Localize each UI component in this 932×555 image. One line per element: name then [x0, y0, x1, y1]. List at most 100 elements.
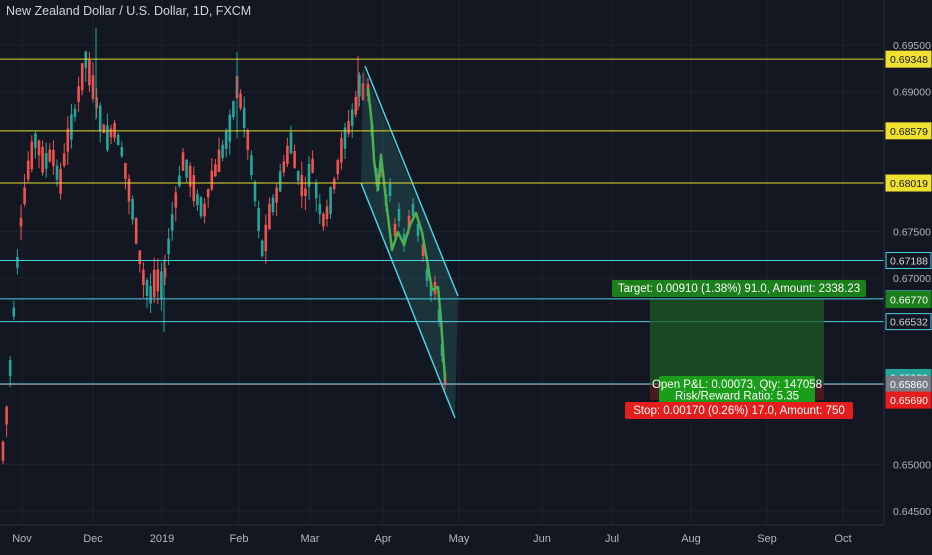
x-tick-label: Sep: [757, 533, 777, 545]
candle-body: [41, 146, 44, 173]
candle-body: [62, 153, 66, 166]
candle-body: [80, 63, 84, 91]
stop-label-text: Stop: 0.00170 (0.26%) 17.0, Amount: 750: [633, 405, 845, 417]
price-tag-label: 0.65860: [890, 379, 928, 391]
pnl-label-box[interactable]: [659, 376, 815, 403]
candle-body: [131, 199, 134, 220]
candle-body: [109, 128, 113, 138]
candle-body: [322, 213, 325, 227]
candle-body: [106, 125, 109, 150]
candle-body: [203, 203, 206, 217]
candle-body: [224, 131, 228, 149]
candle-body: [214, 164, 217, 177]
price-tag[interactable]: [885, 290, 932, 308]
candle-body: [425, 269, 429, 281]
x-tick-label: Nov: [12, 533, 32, 545]
candle-body: [73, 108, 77, 117]
y-tick-label: 0.64500: [893, 506, 931, 518]
candle-body: [260, 240, 264, 256]
x-tick-label: Dec: [83, 533, 103, 545]
candle-body: [5, 406, 8, 425]
candlesticks: [1, 28, 365, 465]
price-tag[interactable]: [885, 313, 932, 331]
x-tick-label: Mar: [301, 533, 320, 545]
candle-body: [174, 192, 178, 208]
candle-body: [160, 271, 163, 300]
candle-body: [88, 59, 91, 86]
y-tick-label: 0.67000: [893, 273, 931, 285]
channel-upper-line: [364, 65, 459, 297]
candle-body: [185, 159, 188, 178]
candle-body: [59, 168, 62, 194]
grid-lines: [0, 0, 884, 525]
candle-body: [138, 250, 142, 265]
long-position-tool: Target: 0.00910 (1.38%) 91.0, Amount: 23…: [612, 280, 866, 419]
candle-body: [181, 152, 185, 171]
candle-body: [91, 75, 95, 99]
candle-body: [268, 203, 271, 229]
stop-label-box[interactable]: [625, 402, 853, 419]
candle-body: [149, 285, 152, 304]
price-tag[interactable]: [885, 391, 932, 409]
price-tag-label: 0.66532: [890, 317, 928, 329]
candle-body: [275, 187, 278, 203]
price-tag-label: 0.68579: [890, 126, 928, 138]
candle-body: [221, 144, 224, 158]
candle-body: [314, 183, 318, 199]
candle-body: [336, 160, 340, 175]
candle-body: [66, 128, 70, 152]
candle-body: [167, 238, 170, 255]
candle-body: [257, 208, 260, 231]
channel-lower-line: [360, 182, 456, 419]
price-tag-label: 0.66770: [890, 294, 928, 306]
target-label-box[interactable]: [612, 280, 866, 297]
candle-body: [156, 269, 160, 292]
x-tick-label: 2019: [150, 533, 174, 545]
candle-body: [286, 145, 289, 164]
candle-body: [388, 184, 392, 196]
x-tick-label: Jun: [533, 533, 551, 545]
candle-body: [300, 174, 304, 197]
candle-body: [48, 149, 52, 162]
candle-body: [206, 189, 210, 198]
candle-body: [278, 171, 282, 192]
candle-body: [152, 269, 156, 298]
candle-body: [37, 140, 41, 156]
candle-body: [289, 132, 293, 154]
price-tag[interactable]: [885, 251, 932, 269]
candle-body: [192, 175, 196, 202]
candle-body: [347, 120, 350, 134]
candle-body: [12, 307, 16, 317]
candle-body: [30, 141, 34, 170]
candle-body: [397, 209, 401, 221]
candle-body: [250, 155, 253, 176]
candle-body: [16, 256, 19, 268]
price-tag[interactable]: [885, 122, 932, 140]
candle-body: [142, 269, 145, 286]
candle-body: [199, 197, 203, 217]
candle-body: [358, 74, 361, 97]
candle-body: [350, 109, 354, 126]
channel-fill: [361, 68, 458, 418]
price-tag[interactable]: [885, 174, 932, 192]
x-tick-label: Oct: [834, 533, 851, 545]
candle-body: [127, 178, 131, 202]
x-tick-label: Aug: [681, 533, 701, 545]
price-tag[interactable]: [885, 50, 932, 68]
candle-body: [318, 203, 322, 215]
pnl-label-text: Open P&L: 0.00073, Qty: 147058: [652, 379, 822, 391]
candle-body: [246, 130, 250, 150]
candle-body: [145, 279, 149, 296]
candle-body: [8, 360, 12, 377]
target-zone[interactable]: [650, 299, 824, 385]
candle-body: [26, 160, 30, 180]
candle-body: [44, 153, 48, 169]
candle-body: [271, 197, 275, 213]
candle-body: [188, 165, 192, 187]
drawings: [360, 65, 459, 419]
candle-body: [178, 175, 181, 186]
price-tag-label: 0.68019: [890, 178, 928, 190]
candle-body: [325, 206, 329, 220]
